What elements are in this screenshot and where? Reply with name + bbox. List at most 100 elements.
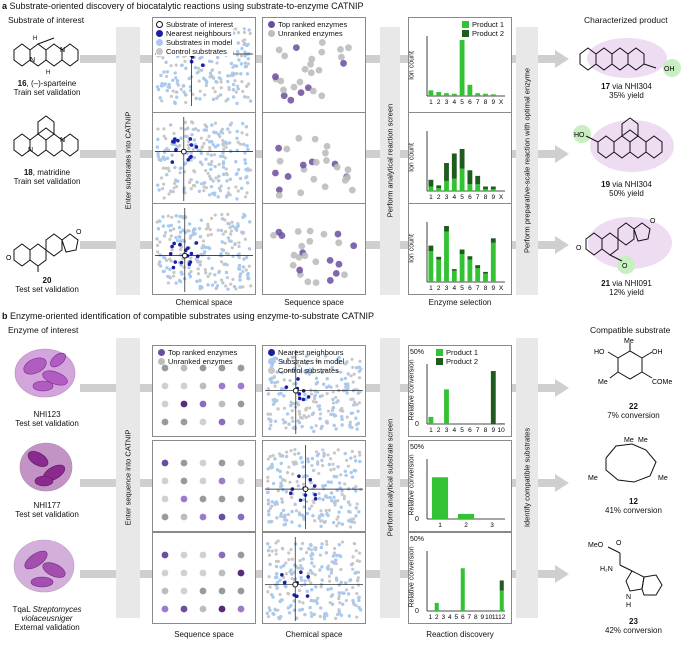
model-point [233, 226, 238, 231]
model-point [303, 612, 307, 617]
x-tick-label: 5 [460, 194, 464, 201]
model-point [224, 270, 229, 275]
col-label-reaction-discovery: Reaction discovery [426, 630, 494, 639]
control-point [202, 189, 206, 193]
model-point [273, 457, 277, 461]
control-point [223, 218, 227, 222]
model-point [210, 283, 215, 287]
legend-label: Top ranked enzymes [168, 348, 238, 357]
compound-18-note: Train set validation [13, 177, 81, 186]
control-point [311, 499, 315, 503]
top-ranked-point [292, 44, 300, 52]
model-point [319, 426, 323, 431]
unranked-point [180, 382, 188, 390]
model-point [354, 506, 359, 510]
x-tick-label: 8 [484, 427, 488, 434]
control-point [300, 416, 304, 420]
control-point [208, 272, 212, 276]
control-point [208, 228, 212, 232]
x-tick-label: 2 [437, 427, 441, 434]
product-21-structure: O O O [576, 217, 672, 274]
model-point [226, 97, 230, 101]
control-point [299, 563, 303, 568]
unranked-point [161, 495, 169, 503]
bar-product-2 [499, 580, 504, 591]
top-ranked-point [161, 459, 169, 467]
bar-product-1 [436, 92, 442, 96]
bar-product-1 [444, 93, 449, 96]
legend-label: Control substrates [278, 366, 339, 375]
control-point [160, 99, 164, 103]
model-point [207, 162, 211, 166]
control-point [207, 134, 211, 138]
model-point [221, 154, 225, 159]
bar-chart: 1 2 3 4 5 6 7 8 9 10 11 12 [426, 551, 506, 621]
unranked-point [275, 46, 283, 54]
model-point [221, 248, 226, 253]
control-point [317, 360, 321, 364]
model-point [357, 605, 361, 610]
control-point [318, 614, 322, 619]
model-point [170, 153, 174, 157]
model-point [335, 357, 340, 362]
control-point [355, 402, 359, 407]
nearest-point [170, 160, 175, 164]
control-point [356, 576, 360, 580]
control-point [351, 517, 356, 521]
model-point [235, 129, 239, 134]
control-point [287, 557, 291, 562]
control-point [334, 616, 338, 620]
model-point [335, 369, 340, 374]
control-point [215, 61, 219, 65]
control-point [357, 450, 362, 454]
model-point [239, 72, 243, 76]
model-point [167, 275, 171, 279]
bar-product-1 [467, 84, 473, 96]
unranked-point [275, 191, 283, 199]
bar-product-1 [451, 178, 457, 191]
model-point [247, 247, 252, 251]
nearest-point [186, 246, 190, 250]
model-point [228, 149, 233, 153]
control-point [159, 176, 164, 180]
control-point [289, 547, 293, 552]
scale-step-band [516, 27, 538, 295]
bar-product-1 [467, 184, 473, 191]
compound-number: 18 [23, 168, 33, 177]
nearest-point [306, 395, 311, 399]
model-point [339, 580, 343, 585]
sequence-space-plot [152, 532, 256, 624]
control-point [166, 166, 170, 170]
y-axis-label: Ion count [408, 143, 416, 172]
top-ranked-point [180, 495, 188, 503]
model-point [171, 78, 175, 83]
control-point [266, 457, 270, 461]
control-point [199, 182, 203, 186]
control-point [354, 484, 358, 489]
top-ranked-point [284, 173, 292, 180]
legend-label: Top ranked enzymes [278, 20, 348, 29]
model-point [245, 72, 250, 76]
x-tick-label: 10 [485, 614, 493, 621]
top-ranked-point [237, 569, 245, 577]
unranked-marker-icon [158, 358, 165, 365]
control-point [276, 407, 280, 411]
control-point [357, 376, 362, 380]
model-point [195, 180, 199, 184]
model-point [347, 509, 351, 514]
model-point [307, 547, 311, 551]
unranked-point [281, 52, 289, 60]
model-point [279, 387, 284, 391]
model-point [223, 262, 228, 266]
model-point [339, 505, 343, 509]
model-point [211, 142, 215, 147]
control-point [271, 453, 275, 458]
control-point [219, 260, 224, 264]
model-point [281, 360, 285, 364]
top-ranked-point [332, 269, 340, 277]
control-point [167, 192, 171, 196]
control-point [224, 167, 228, 171]
compound-20-label: 20 [42, 276, 52, 285]
model-point [283, 518, 287, 522]
